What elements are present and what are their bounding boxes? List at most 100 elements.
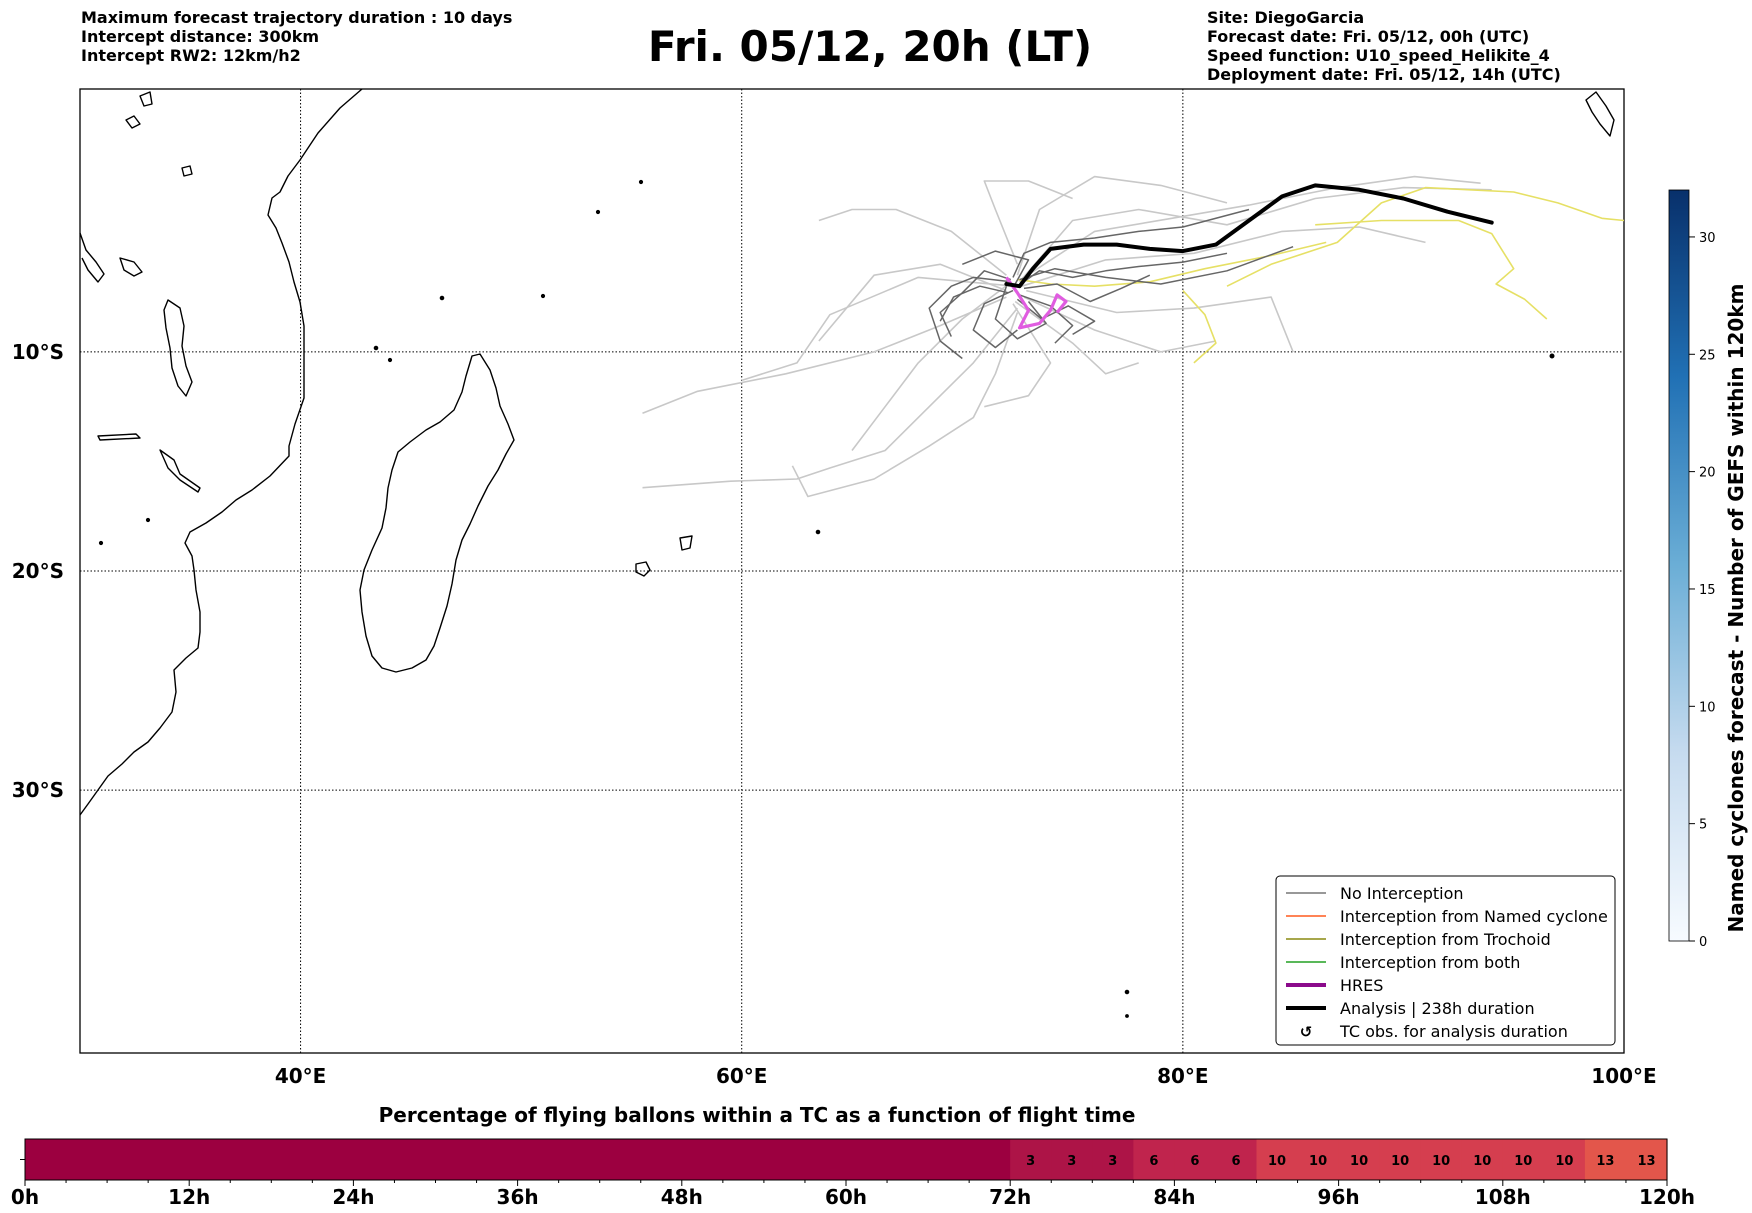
heatmap-cell-label: 10 [1514, 1154, 1532, 1169]
heatmap-cell [804, 1139, 847, 1180]
island-coastline [595, 209, 601, 215]
colorbar-ticks: 0 5 10 15 20 25 30 [1689, 231, 1716, 950]
heatmap-title: Percentage of flying ballons within a TC… [379, 1103, 1136, 1127]
heatmap-cell-label: 6 [1231, 1154, 1240, 1169]
heatmap-cell [435, 1139, 478, 1180]
header-right-line: Forecast date: Fri. 05/12, 00h (UTC) [1207, 27, 1530, 46]
header-left-line: Maximum forecast trajectory duration : 1… [81, 8, 513, 27]
legend-box [1275, 875, 1616, 1046]
heatmap-x-tick-label: 24h [332, 1185, 374, 1209]
x-tick-label: 60°E [716, 1064, 768, 1088]
ensemble-track-no-interception [939, 285, 1009, 322]
heatmap-x-tick-label: 36h [497, 1185, 539, 1209]
colorbar-tick-label: 5 [1699, 818, 1707, 833]
heatmap-cell-label: 10 [1473, 1154, 1491, 1169]
x-tick-label: 100°E [1591, 1064, 1656, 1088]
ensemble-track-yellow [1226, 186, 1625, 287]
heatmap-cell [1297, 1139, 1340, 1180]
island-coastline [815, 529, 821, 535]
colorbar-gradient [1668, 189, 1690, 942]
x-tick-label: 40°E [275, 1064, 327, 1088]
heatmap-cell [66, 1139, 108, 1180]
header-right-line: Site: DiegoGarcia [1207, 8, 1365, 27]
y-tick-label: 20°S [12, 559, 64, 583]
island-coastline [540, 293, 546, 299]
heatmap-x-tick-label: 120h [1639, 1185, 1695, 1209]
heatmap-cell [1379, 1139, 1422, 1180]
legend-items: No Interception Interception from Named c… [1286, 884, 1608, 1041]
heatmap-cell [1256, 1139, 1299, 1180]
legend-label: Analysis | 238h duration [1340, 999, 1535, 1018]
island-coastline [679, 535, 693, 551]
colorbar-tick-label: 25 [1699, 348, 1716, 363]
heatmap-cell-label: 10 [1391, 1154, 1409, 1169]
heatmap-cell [846, 1139, 888, 1180]
island-coastline [98, 540, 104, 546]
island-coastline [125, 115, 141, 129]
heatmap-cell [1133, 1139, 1175, 1180]
heatmap-cell [681, 1139, 724, 1180]
heatmap-cell [969, 1139, 1011, 1180]
ensemble-track-light [1026, 289, 1294, 353]
header-left-line: Intercept RW2: 12km/h2 [81, 46, 301, 65]
colorbar-tick-label: 20 [1699, 466, 1716, 481]
heatmap-x-tick-label: 108h [1475, 1185, 1531, 1209]
ensemble-track-no-interception [994, 285, 1047, 340]
heatmap-cell [1626, 1139, 1668, 1180]
ensemble-track-light [791, 312, 1019, 498]
trajectory-layer [642, 175, 1625, 498]
heatmap-x-tick-label: 72h [989, 1185, 1031, 1209]
ensemble-track-no-interception [928, 276, 1011, 360]
heatmap-cell [107, 1139, 149, 1180]
ensemble-track-light [984, 303, 1052, 408]
heatmap-cell-label: 10 [1268, 1154, 1286, 1169]
header-right-line: Speed function: U10_speed_Helikite_4 [1207, 46, 1550, 65]
colorbar-tick-label: 10 [1699, 700, 1716, 715]
ensemble-track-no-interception [1016, 252, 1228, 287]
africa-coastline [79, 88, 363, 816]
island-coastline [439, 295, 445, 301]
colorbar-tick-label: 30 [1699, 231, 1716, 246]
ensemble-track-light [851, 283, 1010, 451]
island-coastline [373, 345, 379, 351]
heatmap-cell [1010, 1139, 1052, 1180]
heatmap-x-tick-label: 60h [825, 1185, 867, 1209]
island-coastline [635, 561, 651, 577]
heatmap-cell [1543, 1139, 1586, 1180]
header-right-line: Deployment date: Fri. 05/12, 14h (UTC) [1207, 65, 1561, 84]
heatmap-cell [1092, 1139, 1134, 1180]
heatmap-x-tick-label: 48h [661, 1185, 703, 1209]
y-tick-label: 10°S [12, 340, 64, 364]
ensemble-track-light [1021, 226, 1426, 287]
ensemble-track-light [642, 296, 1007, 415]
ensemble-track-light [818, 208, 1007, 276]
heatmap-cell-label: 3 [1108, 1154, 1117, 1169]
ensemble-track-light [1014, 300, 1139, 375]
heatmap-axis: 0h 12h 24h 36h 48h 60h 72h 84h 96h 108h 120h [11, 1159, 1695, 1209]
heatmap-cell [558, 1139, 601, 1180]
heatmap-cell [599, 1139, 642, 1180]
heatmap-cell [312, 1139, 354, 1180]
heatmap-cell [271, 1139, 313, 1180]
heatmap-cell [1420, 1139, 1463, 1180]
lake-coastline [119, 257, 143, 277]
heatmap-cell [517, 1139, 560, 1180]
heatmap-cell [25, 1139, 67, 1180]
legend-label: No Interception [1340, 884, 1464, 903]
ensemble-track-no-interception [962, 250, 1030, 285]
heatmap-cell [230, 1139, 272, 1180]
header-left-block: Maximum forecast trajectory duration : 1… [81, 8, 512, 65]
ensemble-track-no-interception [972, 289, 1018, 349]
analysis-track [1004, 183, 1494, 289]
ensemble-track-no-interception [1012, 208, 1250, 278]
heatmap-cell [476, 1139, 519, 1180]
heatmap-cell [1051, 1139, 1093, 1180]
colorbar-tick-label: 0 [1699, 935, 1707, 950]
ensemble-track-no-interception [1019, 245, 1294, 285]
coastlines [79, 88, 1615, 1018]
heatmap-cell [928, 1139, 970, 1180]
heatmap-cell-label: 3 [1026, 1154, 1035, 1169]
heatmap-cell-label: 6 [1149, 1154, 1158, 1169]
ensemble-track-yellow [1315, 219, 1548, 320]
heatmap-cell-label: 13 [1637, 1154, 1655, 1169]
